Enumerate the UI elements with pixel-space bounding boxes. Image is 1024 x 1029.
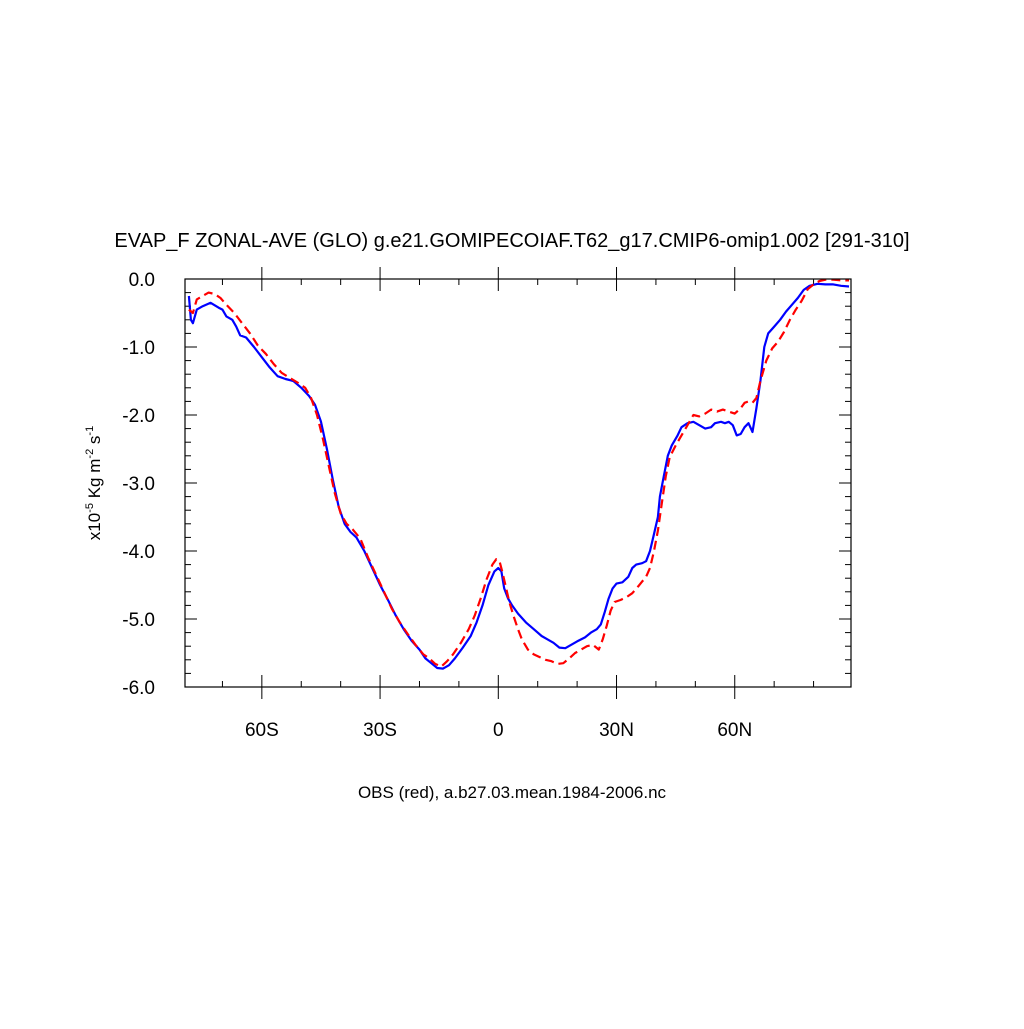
y-label-unit2: s (85, 436, 104, 449)
series-line-blue (187, 282, 850, 670)
y-label-exp2: -2 (84, 449, 96, 459)
x-tick-label: 30S (363, 720, 397, 741)
y-tick-label: -6.0 (122, 678, 155, 699)
x-axis-label: OBS (red), a.b27.03.mean.1984-2006.nc (358, 783, 667, 802)
y-axis-label: x10-5 Kg m-2 s-1 (84, 426, 104, 540)
svg-text:x10-5 Kg m-2 s-1: x10-5 Kg m-2 s-1 (84, 426, 104, 540)
y-label-exp3: -1 (84, 426, 96, 436)
y-label-prefix: x10 (85, 513, 104, 540)
tick-layer: 0.0 -1.0 -2.0 -3.0 -4.0 -5.0 -6.0 60S 30S 0 30N 60N (122, 267, 851, 741)
plot-frame (184, 278, 852, 688)
y-tick-label: -3.0 (122, 474, 155, 495)
series-layer (187, 278, 850, 670)
x-tick-label: 60S (245, 720, 279, 741)
series-line-red (188, 278, 849, 668)
y-label-exp1: -5 (84, 503, 96, 513)
y-tick-label: -2.0 (122, 406, 155, 427)
y-tick-label: 0.0 (129, 270, 155, 291)
y-tick-label: -5.0 (122, 610, 155, 631)
y-label-unit1: Kg m (85, 459, 104, 503)
y-tick-label: -1.0 (122, 338, 155, 359)
x-tick-label: 30N (599, 720, 634, 741)
x-tick-label: 0 (493, 720, 504, 741)
y-tick-label: -4.0 (122, 542, 155, 563)
chart-title: EVAP_F ZONAL-AVE (GLO) g.e21.GOMIPECOIAF… (114, 230, 909, 252)
x-tick-label: 60N (717, 720, 752, 741)
